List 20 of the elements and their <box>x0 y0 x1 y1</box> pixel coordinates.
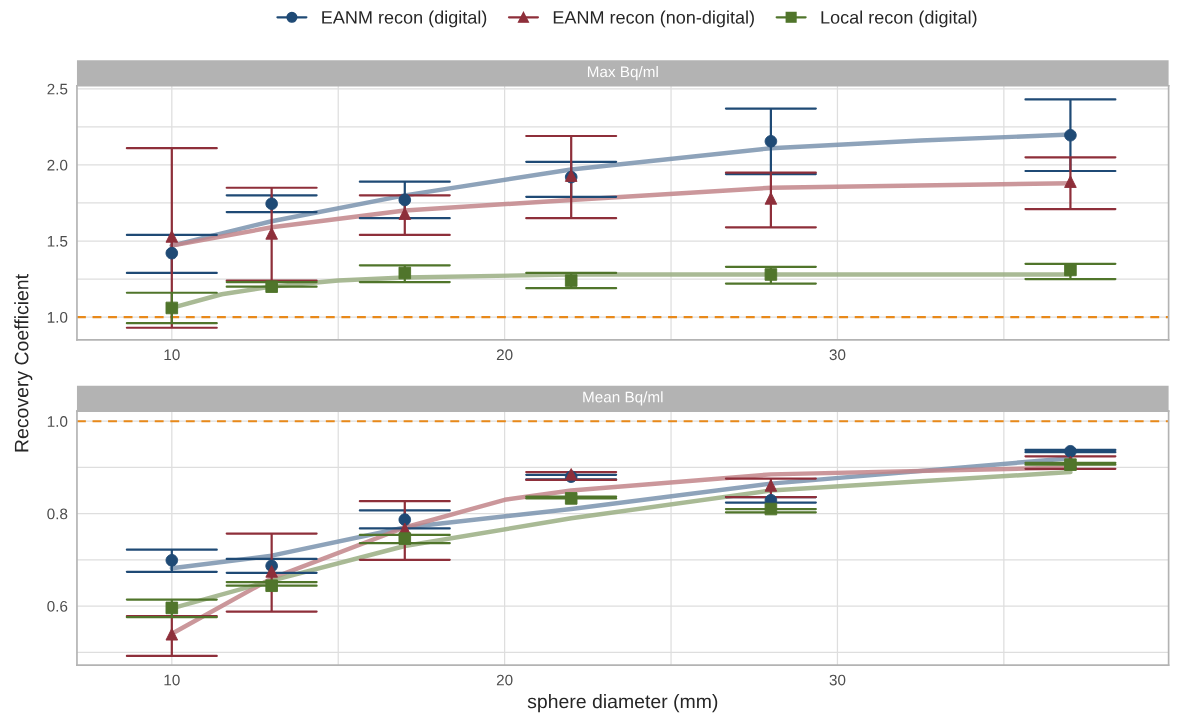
chart-title: Mean Bq/ml <box>583 391 663 406</box>
y-tick-label: 1.0 <box>47 311 68 323</box>
x-tick-label: 10 <box>164 674 180 686</box>
y-tick-label: 1.5 <box>47 236 68 247</box>
y-tick-label: 2.5 <box>47 83 68 95</box>
x-axis-title: sphere diameter (mm) <box>527 694 718 713</box>
x-tick-label: 20 <box>496 349 513 361</box>
x-tick-label: 30 <box>829 349 846 361</box>
y-tick-label: 2.0 <box>47 159 68 171</box>
y-tick-label: 1.0 <box>47 416 68 427</box>
y-axis-title: Recovery Coefficient <box>14 274 33 452</box>
x-tick-label: 10 <box>164 349 180 361</box>
y-tick-label: 0.6 <box>47 600 68 612</box>
chart-title: Max Bq/ml <box>587 65 658 81</box>
y-tick-label: 0.8 <box>47 508 68 520</box>
x-tick-label: 20 <box>496 674 513 686</box>
x-tick-label: 30 <box>829 674 846 686</box>
legend-label: EANM recon (non-digital) <box>553 10 754 28</box>
legend-label: EANM recon (digital) <box>322 10 487 28</box>
legend-label: Local recon (digital) <box>821 10 977 28</box>
